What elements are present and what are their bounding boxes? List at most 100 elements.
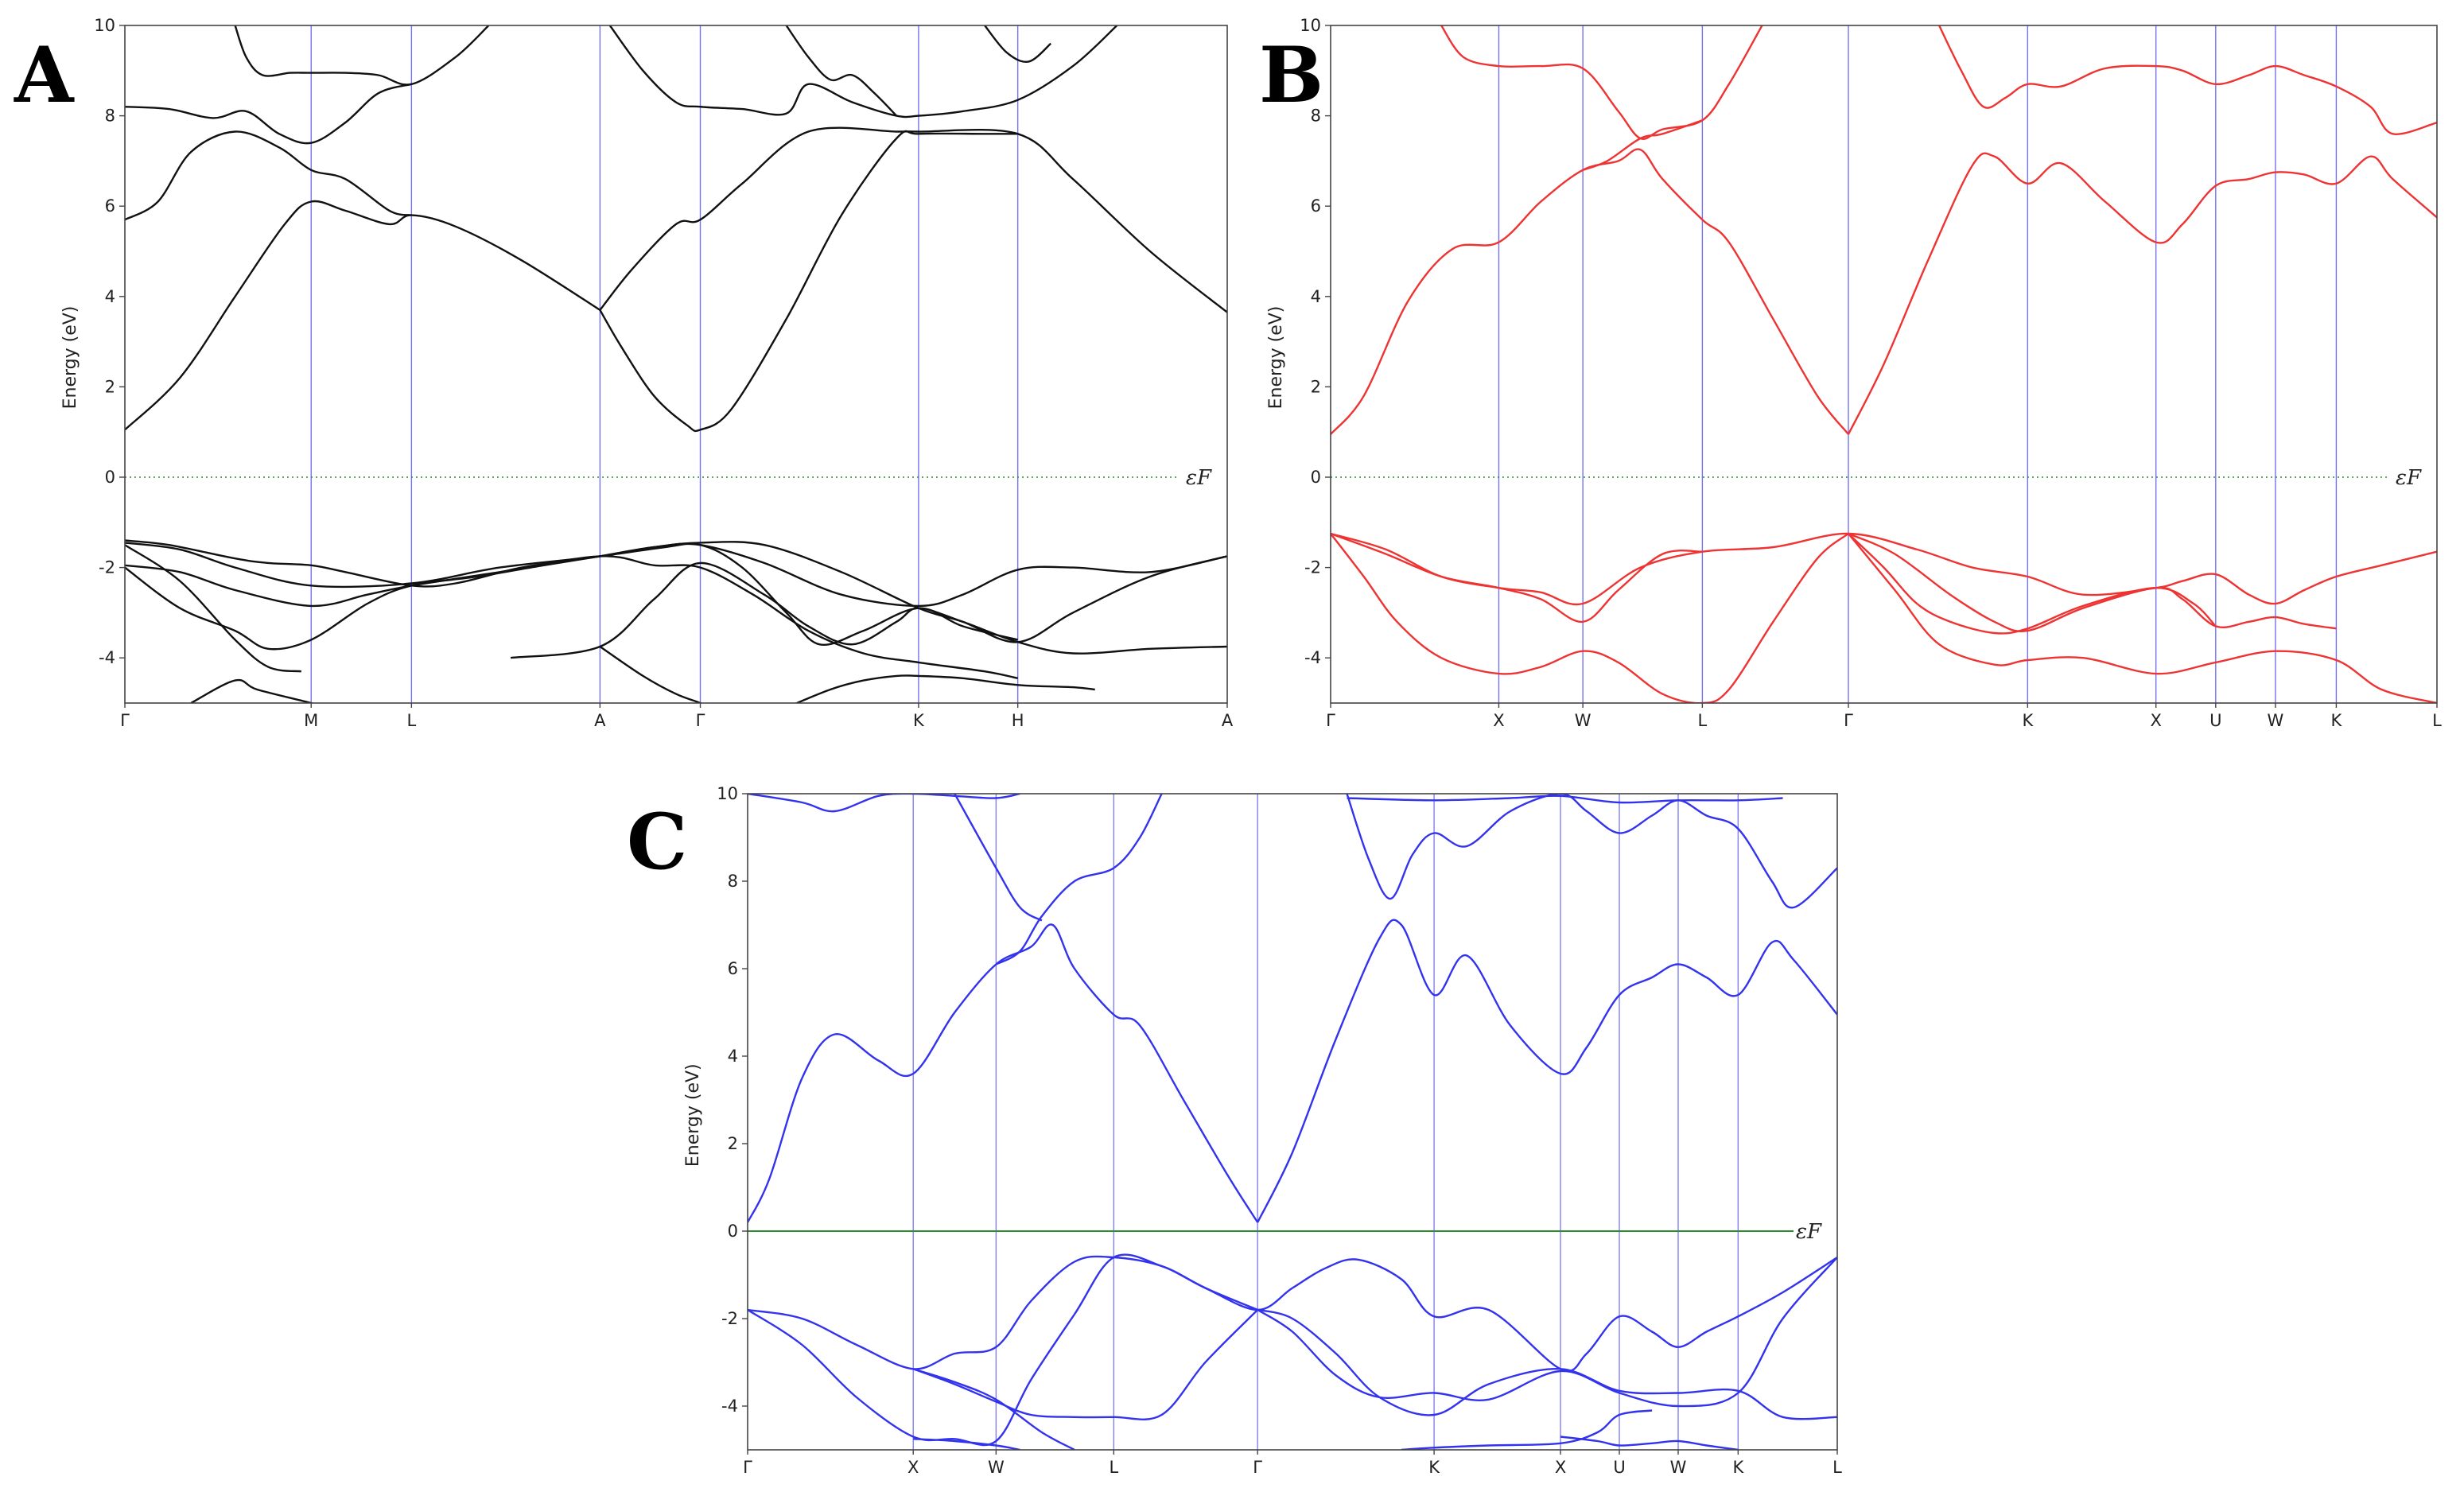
band-line-11: [1257, 1257, 1837, 1408]
y-tick-label: 8: [728, 872, 738, 891]
x-tick-label: M: [304, 711, 318, 730]
y-tick-label: 0: [105, 468, 115, 487]
band-line-14: [190, 678, 315, 703]
x-tick-label: U: [2209, 711, 2221, 730]
fermi-level-label: εF: [1186, 466, 1212, 490]
panel-label: A: [14, 30, 75, 120]
x-tick-label: H: [1012, 711, 1024, 730]
band-line-2: [125, 83, 412, 145]
band-line-7: [748, 1255, 1837, 1372]
y-tick-label: -2: [99, 558, 115, 577]
band-line-1: [1847, 152, 2437, 435]
x-tick-label: X: [1555, 1458, 1566, 1477]
x-tick-label: W: [988, 1458, 1005, 1477]
y-tick-label: 4: [1311, 287, 1321, 306]
band-line-6: [1347, 795, 1783, 804]
plot-frame: [747, 793, 1838, 1451]
band-line-10: [912, 1368, 1075, 1450]
band-line-4: [599, 126, 1227, 313]
band-line-6: [1331, 532, 1703, 624]
kpoint-lines: [912, 794, 1739, 1450]
y-tick-label: 4: [105, 287, 115, 306]
band-line-8: [984, 25, 1052, 63]
y-tick-label: 2: [728, 1134, 738, 1153]
kpoint-lines: [1498, 25, 2338, 703]
y-tick-label: 8: [105, 107, 115, 126]
band-line-8: [1848, 533, 2217, 635]
x-tick-label: L: [407, 711, 417, 730]
y-tick-label: 10: [94, 16, 115, 35]
x-tick-label: A: [594, 711, 606, 730]
panel-b-chart: BεF 10 8 6 4 2 0 -2 -4 Γ X W L Γ K X U W K L Energy (eV): [1259, 16, 2442, 730]
band-line-13: [1401, 1409, 1653, 1450]
y-tick-label: 10: [1300, 16, 1321, 35]
band-line-0: [1331, 148, 1849, 435]
band-line-13: [125, 544, 301, 673]
x-tick-label: L: [1109, 1458, 1118, 1477]
y-axis-label: Energy (eV): [1266, 306, 1286, 410]
band-line-3: [1582, 119, 1703, 171]
x-tick-label: W: [1670, 1458, 1687, 1477]
band-line-14: [1560, 1436, 1739, 1450]
band-line-3: [954, 794, 1043, 922]
y-tick-label: 4: [728, 1047, 738, 1066]
plot-frame: [124, 25, 1228, 704]
band-line-7: [785, 25, 898, 117]
band-line-8: [748, 1253, 1258, 1447]
band-line-15: [913, 1438, 1020, 1450]
band-line-1: [1257, 919, 1837, 1223]
x-tick-label: W: [1575, 711, 1591, 730]
band-line-12: [125, 542, 1018, 651]
x-tick-label: L: [1698, 711, 1708, 730]
band-line-15: [510, 561, 1227, 659]
x-tick-label: Γ: [1253, 1458, 1262, 1477]
y-tick-label: 0: [1311, 468, 1321, 487]
y-axis-label: Energy (eV): [683, 1063, 703, 1167]
y-tick-label: -4: [1304, 648, 1321, 667]
y-tick-label: -2: [721, 1309, 738, 1328]
band-line-2: [1440, 25, 1763, 140]
fermi-level-label: εF: [2396, 466, 2422, 490]
panel-a-chart: AεF 10 8 6 4 2 0 -2 -4 Γ M L A Γ K H A Energy (eV): [14, 16, 1234, 730]
y-tick-label: 8: [1311, 107, 1321, 126]
x-tick-label: A: [1222, 711, 1234, 730]
x-tick-label: L: [1832, 1458, 1842, 1477]
x-tick-label: Γ: [696, 711, 705, 730]
band-line-1: [125, 130, 412, 221]
band-line-11: [125, 555, 1018, 679]
y-tick-label: -2: [1304, 558, 1321, 577]
x-tick-label: K: [1732, 1458, 1744, 1477]
band-line-17: [794, 674, 1095, 703]
panel-label: C: [627, 797, 687, 887]
x-tick-label: K: [2331, 711, 2343, 730]
y-tick-label: 0: [728, 1222, 738, 1241]
fermi-level-label: εF: [1796, 1220, 1822, 1244]
band-line-5: [1331, 532, 2437, 606]
band-line-5: [1346, 794, 1837, 909]
x-tick-label: Γ: [1844, 711, 1853, 730]
y-tick-label: 6: [105, 196, 115, 216]
x-tick-label: X: [907, 1458, 919, 1477]
x-tick-label: X: [1493, 711, 1504, 730]
y-tick-label: 6: [728, 959, 738, 978]
y-tick-label: 2: [1311, 377, 1321, 396]
band-line-12: [1257, 1308, 1837, 1420]
band-line-9: [125, 539, 1227, 643]
x-tick-label: Γ: [1326, 711, 1335, 730]
plot-frame: [1330, 25, 2438, 704]
x-tick-label: U: [1613, 1458, 1625, 1477]
band-group: [748, 794, 1837, 1450]
x-tick-label: Γ: [120, 711, 130, 730]
panel-c-chart: CεF 10 8 6 4 2 0 -2 -4 Γ X W L Γ K X U W K L Energy (eV): [627, 784, 1842, 1477]
band-line-2: [995, 794, 1163, 965]
x-tick-label: X: [2150, 711, 2161, 730]
band-line-5: [599, 130, 1018, 433]
y-axis-label: Energy (eV): [60, 306, 80, 410]
band-line-4: [1938, 25, 2437, 135]
x-tick-label: W: [2268, 711, 2284, 730]
x-tick-label: K: [1428, 1458, 1440, 1477]
panel-label: B: [1259, 30, 1323, 120]
x-tick-label: K: [913, 711, 925, 730]
band-line-9: [1331, 533, 1849, 703]
